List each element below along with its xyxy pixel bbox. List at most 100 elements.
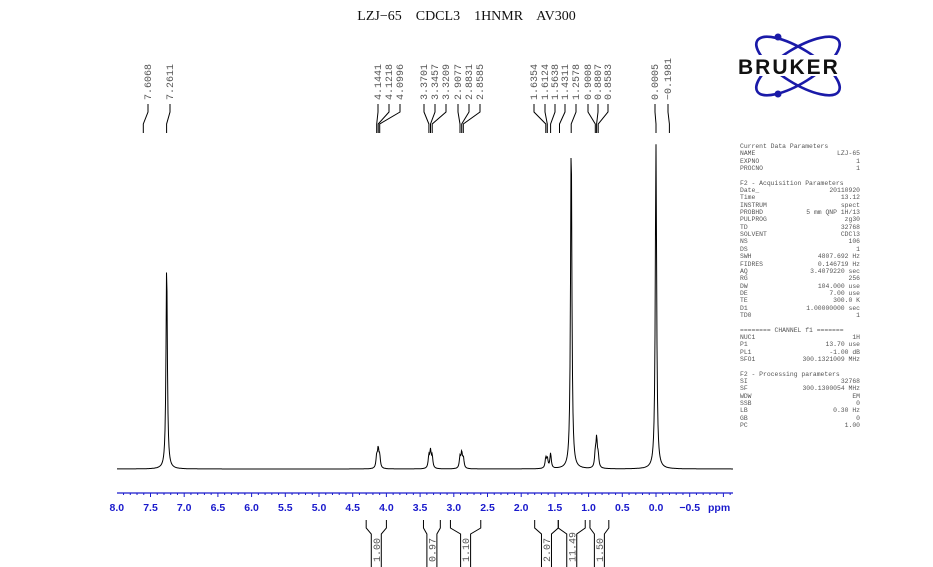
svg-text:2.8831: 2.8831	[465, 64, 476, 100]
param-key: D1	[740, 304, 748, 312]
param-key: PROCNO	[740, 165, 764, 173]
param-key: WDW	[740, 392, 752, 400]
param-row: PROBHD 5 mm QNP 1H/13	[740, 209, 860, 216]
peak-label: 1.6354	[530, 64, 547, 133]
integral-bracket: 11.49	[557, 520, 586, 567]
svg-text:0.0005: 0.0005	[651, 64, 662, 100]
param-key: INSTRUM	[740, 201, 767, 209]
param-value: 1	[856, 165, 860, 173]
bruker-logo: BRUKER	[736, 33, 860, 98]
svg-text:1.4311: 1.4311	[561, 64, 572, 100]
param-gap	[740, 319, 860, 326]
spectrum-trace	[117, 144, 733, 470]
x-tick-label: 3.0	[446, 502, 461, 514]
param-value: 106	[848, 238, 860, 246]
param-row: PULPROG zg30	[740, 216, 860, 223]
param-row: PROCNO 1	[740, 165, 860, 172]
param-key: Time	[740, 194, 756, 202]
param-key: NS	[740, 238, 748, 246]
svg-text:4.1218: 4.1218	[385, 64, 396, 100]
param-value: 0.30 Hz	[833, 407, 860, 415]
spectrum-title: LZJ−65 CDCL3 1HNMR AV300	[357, 9, 576, 24]
param-key: FIDRES	[740, 260, 764, 268]
svg-text:2.8585: 2.8585	[476, 64, 487, 100]
param-row: SWH 4807.692 Hz	[740, 253, 860, 260]
param-row: PL1 -1.00 dB	[740, 349, 860, 356]
param-key: EXPNO	[740, 157, 760, 165]
param-row: TE 300.0 K	[740, 297, 860, 304]
param-value: zg30	[844, 216, 860, 224]
param-key: P1	[740, 341, 748, 349]
param-row: AQ 3.4079220 sec	[740, 268, 860, 275]
svg-text:3.3701: 3.3701	[420, 64, 431, 100]
param-value: 1	[856, 157, 860, 165]
param-section-header: Current Data Parameters	[740, 143, 829, 150]
param-row: P1 13.70 use	[740, 341, 860, 348]
peak-label: 3.3457	[430, 64, 442, 133]
param-key: TD	[740, 223, 748, 231]
x-tick-label: 0.0	[649, 502, 664, 514]
svg-text:1.6124: 1.6124	[541, 64, 552, 100]
param-row: SOLVENT CDCl3	[740, 231, 860, 238]
param-key: DW	[740, 282, 748, 290]
param-key: TE	[740, 297, 748, 305]
param-value: 300.1321009 MHz	[802, 355, 860, 363]
param-value: 4807.692 Hz	[817, 253, 860, 261]
param-row: NS 106	[740, 238, 860, 245]
param-row: SI 32768	[740, 378, 860, 385]
param-value: 1	[856, 245, 860, 253]
x-tick-label: 7.0	[177, 502, 192, 514]
param-key: PL1	[740, 348, 752, 356]
x-tick-label: 5.5	[278, 502, 293, 514]
peak-label: 2.9077	[454, 64, 465, 133]
param-value: 32768	[840, 378, 860, 385]
peak-label: 1.2578	[570, 64, 583, 133]
param-row: SF 300.1300054 MHz	[740, 385, 860, 392]
param-value: 1	[856, 311, 860, 319]
peak-label: 0.8807	[594, 64, 605, 133]
peak-label: 7.6068	[142, 64, 155, 133]
svg-text:1.2578: 1.2578	[572, 64, 583, 100]
param-row: SSB 0	[740, 400, 860, 407]
peak-label: 3.3701	[420, 64, 431, 133]
param-key: SSB	[740, 400, 752, 408]
integral-bracket: 1.00	[365, 520, 387, 567]
param-row: TD0 1	[740, 312, 860, 319]
x-tick-label: 4.0	[379, 502, 394, 514]
x-tick-label: 1.0	[581, 502, 596, 514]
param-key: SF	[740, 385, 748, 393]
param-row: NUC1 1H	[740, 334, 860, 341]
peak-label: 1.5638	[550, 64, 562, 133]
integral-bracket: 0.97	[422, 520, 441, 567]
param-row: DS 1	[740, 246, 860, 253]
x-tick-label: 8.0	[109, 502, 124, 514]
param-value: 256	[848, 275, 860, 283]
param-value: 1.00	[844, 422, 860, 430]
param-row: EXPNO 1	[740, 158, 860, 165]
param-key: SOLVENT	[740, 231, 767, 239]
svg-text:2.9077: 2.9077	[454, 64, 465, 100]
acquisition-parameters-panel: Current Data Parameters NAME LZJ-65 EXPNO 1 P…	[740, 143, 860, 429]
param-row: GB 0	[740, 415, 860, 422]
peak-label: 1.4311	[559, 64, 572, 133]
param-key: AQ	[740, 267, 748, 275]
param-value: spect	[840, 201, 860, 209]
svg-text:1.6354: 1.6354	[530, 64, 541, 100]
param-row: INSTRUM spect	[740, 202, 860, 209]
param-key: Date_	[740, 187, 760, 195]
param-row: RG 256	[740, 275, 860, 282]
param-value: 1.00000000 sec	[806, 304, 860, 312]
x-axis-unit: ppm	[708, 502, 730, 514]
param-key: DS	[740, 245, 748, 253]
param-row: Time 13.12	[740, 194, 860, 201]
param-value: 0.146719 Hz	[817, 260, 860, 268]
svg-text:1.50: 1.50	[596, 538, 607, 562]
svg-text:7.6068: 7.6068	[144, 64, 155, 100]
param-gap	[740, 363, 860, 370]
param-gap	[740, 172, 860, 179]
x-tick-label: 6.0	[244, 502, 259, 514]
param-value: 13.12	[840, 194, 860, 202]
param-key: TD0	[740, 311, 752, 319]
param-key: DE	[740, 289, 748, 297]
svg-text:2.07: 2.07	[543, 538, 554, 562]
